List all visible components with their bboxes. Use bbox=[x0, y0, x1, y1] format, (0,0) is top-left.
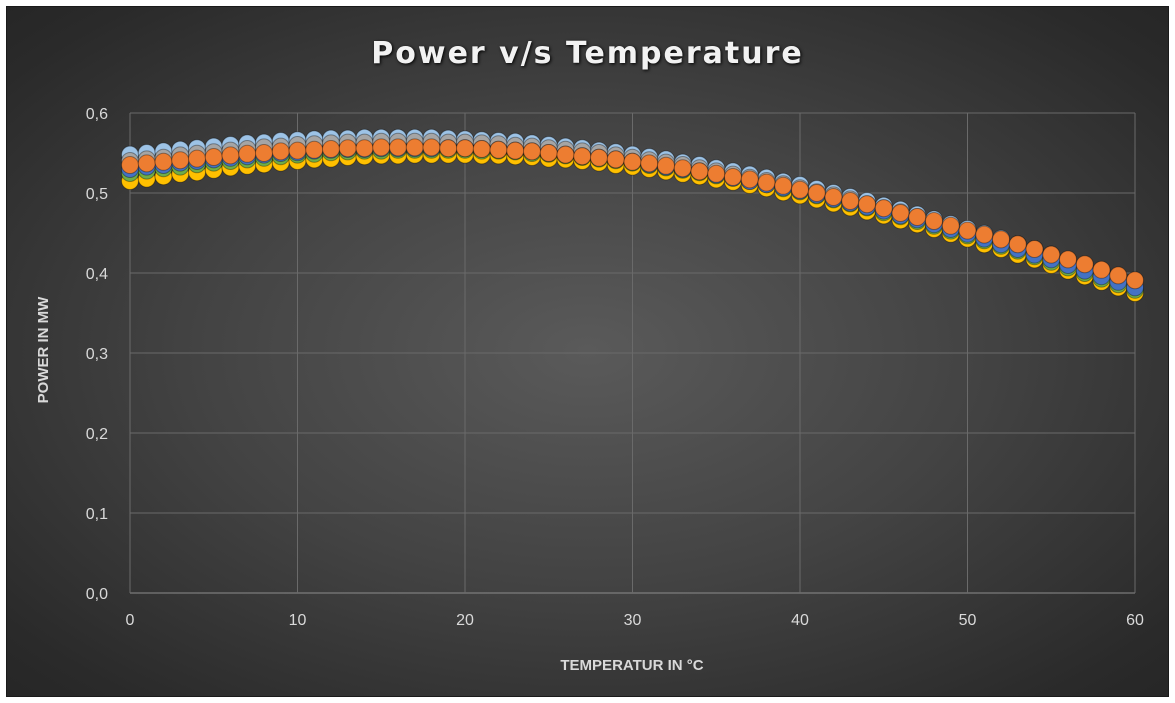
data-point bbox=[137, 154, 156, 173]
data-point bbox=[556, 145, 575, 164]
data-point bbox=[1042, 245, 1061, 264]
data-point bbox=[539, 144, 558, 162]
data-point bbox=[824, 188, 843, 206]
data-point bbox=[858, 195, 876, 214]
y-axis-title: POWER IN MW bbox=[35, 296, 52, 403]
data-point bbox=[271, 142, 290, 161]
data-point bbox=[807, 184, 826, 202]
data-point bbox=[606, 150, 625, 169]
data-point bbox=[623, 152, 642, 171]
data-point bbox=[204, 148, 223, 166]
x-tick-label: 50 bbox=[959, 612, 977, 629]
data-point bbox=[221, 146, 240, 165]
x-tick-label: 20 bbox=[456, 612, 474, 629]
y-tick-label: 0,5 bbox=[86, 186, 108, 203]
data-point bbox=[489, 140, 508, 159]
data-point bbox=[657, 156, 675, 175]
data-point bbox=[690, 162, 709, 181]
y-tick-label: 0,0 bbox=[86, 586, 108, 603]
gridlines bbox=[129, 112, 1136, 594]
data-point bbox=[154, 152, 173, 171]
data-point bbox=[958, 221, 977, 240]
data-point bbox=[891, 204, 910, 222]
data-point bbox=[975, 225, 994, 244]
data-point bbox=[389, 138, 407, 157]
data-point bbox=[757, 173, 776, 192]
y-tick-label: 0,6 bbox=[86, 106, 108, 123]
data-point bbox=[1059, 250, 1077, 269]
data-point bbox=[121, 156, 139, 174]
data-point bbox=[338, 139, 357, 158]
data-point bbox=[322, 140, 340, 158]
data-point bbox=[355, 139, 374, 158]
x-tick-label: 30 bbox=[624, 612, 642, 629]
data-point bbox=[255, 144, 273, 162]
x-axis-title: TEMPERATUR IN °C bbox=[560, 657, 703, 674]
data-point bbox=[640, 154, 659, 173]
data-point bbox=[941, 216, 960, 235]
data-point bbox=[1025, 240, 1044, 258]
data-point bbox=[1008, 235, 1027, 254]
data-point bbox=[841, 192, 860, 210]
data-point bbox=[908, 208, 927, 226]
y-tick-label: 0,1 bbox=[86, 506, 108, 523]
data-point bbox=[305, 140, 324, 159]
series-layer bbox=[121, 128, 1144, 302]
data-point bbox=[1075, 255, 1094, 274]
data-point bbox=[456, 139, 474, 158]
y-tick-label: 0,4 bbox=[86, 266, 108, 283]
data-point bbox=[724, 168, 742, 186]
data-point bbox=[523, 142, 541, 161]
data-point bbox=[288, 141, 307, 160]
data-point bbox=[1109, 266, 1128, 285]
data-point bbox=[874, 199, 893, 218]
y-tick-label: 0,2 bbox=[86, 426, 108, 443]
data-point bbox=[673, 159, 692, 178]
data-point bbox=[372, 138, 391, 157]
data-point bbox=[472, 140, 491, 158]
x-tick-label: 0 bbox=[126, 612, 135, 629]
data-point bbox=[405, 138, 424, 157]
chart-title: Power v/s Temperature bbox=[371, 36, 804, 71]
data-point bbox=[590, 148, 608, 167]
data-point bbox=[707, 164, 726, 183]
data-point bbox=[238, 144, 257, 163]
series-6 bbox=[121, 138, 1144, 290]
chart-frame bbox=[6, 6, 1169, 697]
data-point bbox=[925, 212, 943, 230]
data-point bbox=[188, 149, 206, 168]
data-point bbox=[740, 170, 759, 189]
data-point bbox=[506, 141, 525, 160]
data-point bbox=[573, 147, 592, 166]
x-tick-label: 60 bbox=[1126, 612, 1144, 629]
data-point bbox=[774, 176, 793, 195]
data-point bbox=[422, 138, 441, 157]
data-point bbox=[171, 151, 190, 170]
data-point bbox=[791, 180, 809, 199]
data-point bbox=[1092, 260, 1111, 279]
data-point bbox=[992, 230, 1010, 249]
x-tick-label: 10 bbox=[289, 612, 307, 629]
y-axis-ticks: 0,0 0,1 0,2 0,3 0,4 0,5 0,6 bbox=[86, 106, 108, 603]
y-tick-label: 0,3 bbox=[86, 346, 108, 363]
x-axis-ticks: 0 10 20 30 40 50 60 bbox=[126, 612, 1144, 629]
data-point bbox=[1126, 271, 1144, 290]
x-tick-label: 40 bbox=[791, 612, 809, 629]
data-point bbox=[439, 139, 458, 158]
